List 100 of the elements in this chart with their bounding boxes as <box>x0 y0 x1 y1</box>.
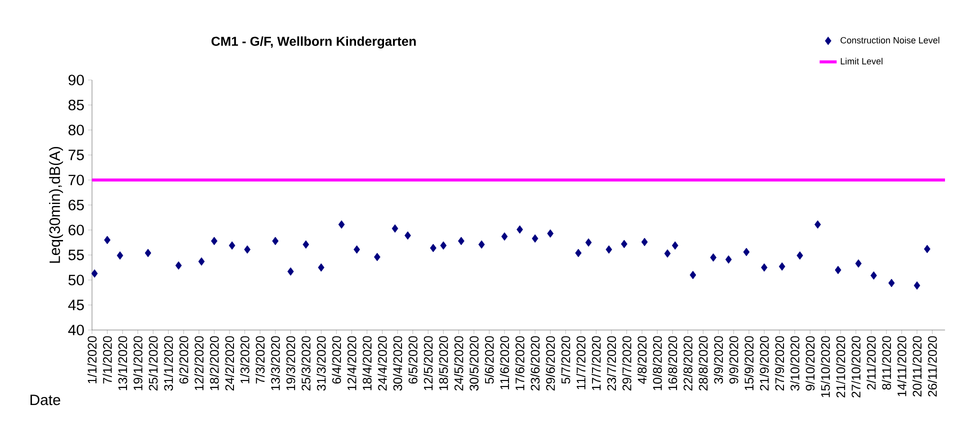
x-tick-label: 24/4/2020 <box>378 336 387 390</box>
point <box>585 238 592 247</box>
y-tick-label: 60 <box>68 224 84 236</box>
x-tick-label: 18/4/2020 <box>362 336 372 390</box>
point <box>814 220 821 229</box>
point <box>116 251 124 260</box>
point <box>641 238 648 246</box>
y-axis-title: Leq(30min),dB(A) <box>49 146 64 263</box>
point <box>834 266 842 274</box>
point <box>778 262 786 271</box>
point <box>244 245 251 254</box>
y-tick-label: 40 <box>68 324 84 336</box>
x-tick-label: 7/1/2020 <box>102 336 112 384</box>
point <box>690 270 696 280</box>
point <box>144 248 152 258</box>
point <box>710 253 716 262</box>
y-tick-label: 75 <box>68 150 84 160</box>
y-tick-label: 70 <box>68 174 84 186</box>
x-tick-label: 21/10/2020 <box>836 336 846 398</box>
x-tick-label: 24/2/2020 <box>224 336 234 390</box>
x-tick-label: 30/5/2020 <box>469 336 479 391</box>
point <box>575 248 582 258</box>
x-tick-label: 12/4/2020 <box>347 336 356 390</box>
x-tick-label: 25/1/2020 <box>148 336 158 390</box>
x-tick-label: 28/8/2020 <box>698 336 708 390</box>
y-tick-label: 55 <box>68 250 84 260</box>
point <box>302 240 310 249</box>
point <box>888 278 895 288</box>
x-tick-label: 21/9/2020 <box>760 336 769 390</box>
point <box>404 231 411 240</box>
x-tick-label: 27/9/2020 <box>774 336 784 390</box>
x-axis-title: Date <box>30 394 60 406</box>
y-tick-label: 45 <box>68 300 84 310</box>
x-tick-label: 17/6/2020 <box>515 336 524 390</box>
point <box>228 241 236 250</box>
x-tick-label: 22/8/2020 <box>683 336 692 390</box>
point <box>761 263 768 272</box>
point <box>211 236 218 246</box>
x-tick-label: 6/4/2020 <box>332 336 342 384</box>
x-tick-label: 26/11/2020 <box>928 336 937 396</box>
x-tick-label: 12/5/2020 <box>424 336 433 390</box>
x-tick-label: 12/2/2020 <box>194 336 204 390</box>
point <box>516 225 523 234</box>
x-tick-label: 13/1/2020 <box>118 336 128 390</box>
x-tick-label: 25/3/2020 <box>301 336 310 390</box>
x-tick-label: 13/3/2020 <box>270 336 280 390</box>
point <box>606 245 612 254</box>
x-tick-label: 3/10/2020 <box>790 336 800 391</box>
x-tick-label: 23/7/2020 <box>606 336 616 390</box>
point <box>272 236 279 246</box>
x-tick-label: 11/6/2020 <box>500 336 510 390</box>
x-tick-label: 8/11/2020 <box>882 336 892 390</box>
x-tick-label: 9/9/2020 <box>729 336 738 384</box>
chart-title: CM1 - G/F, Wellborn Kindergarten <box>212 36 416 49</box>
x-tick-label: 10/8/2020 <box>652 336 662 390</box>
point <box>914 281 920 290</box>
y-tick-label: 65 <box>68 200 84 210</box>
x-tick-label: 15/9/2020 <box>744 336 754 390</box>
legend-label: Limit Level <box>840 58 882 64</box>
point <box>374 252 380 262</box>
point <box>104 236 110 244</box>
y-tick-label: 90 <box>68 74 84 86</box>
x-tick-label: 15/10/2020 <box>820 336 830 398</box>
x-tick-label: 14/11/2020 <box>897 336 906 396</box>
x-tick-label: 31/1/2020 <box>164 336 173 391</box>
point <box>430 244 436 252</box>
y-tick-label: 50 <box>68 274 84 286</box>
x-tick-label: 9/10/2020 <box>805 336 815 391</box>
point <box>287 267 294 276</box>
x-tick-label: 5/7/2020 <box>561 336 570 384</box>
x-tick-label: 6/5/2020 <box>408 336 418 384</box>
point <box>338 220 345 229</box>
x-tick-label: 27/10/2020 <box>851 336 860 398</box>
x-tick-label: 3/9/2020 <box>714 336 723 384</box>
x-tick-label: 19/1/2020 <box>133 336 142 390</box>
point <box>743 248 750 256</box>
point <box>664 249 671 258</box>
point <box>91 269 98 278</box>
x-tick-label: 1/3/2020 <box>240 336 250 384</box>
x-tick-label: 17/7/2020 <box>592 336 601 390</box>
y-tick-label: 80 <box>68 124 84 136</box>
point <box>392 224 398 233</box>
point <box>870 271 877 280</box>
point <box>532 234 538 243</box>
x-tick-label: 20/11/2020 <box>912 336 922 396</box>
x-tick-label: 2/11/2020 <box>866 336 876 390</box>
x-tick-label: 11/7/2020 <box>576 336 586 390</box>
point <box>796 251 804 260</box>
x-tick-label: 18/5/2020 <box>438 336 448 390</box>
legend-label: Construction Noise Level <box>840 36 940 44</box>
x-tick-label: 7/3/2020 <box>255 336 265 384</box>
point <box>458 236 464 246</box>
point <box>672 241 678 250</box>
x-tick-label: 29/6/2020 <box>546 336 555 390</box>
point <box>547 229 554 238</box>
x-tick-label: 1/1/2020 <box>87 336 97 384</box>
x-tick-label: 23/6/2020 <box>530 336 540 390</box>
point <box>440 241 447 250</box>
x-tick-label: 6/2/2020 <box>179 336 188 384</box>
x-tick-label: 18/2/2020 <box>210 336 219 390</box>
